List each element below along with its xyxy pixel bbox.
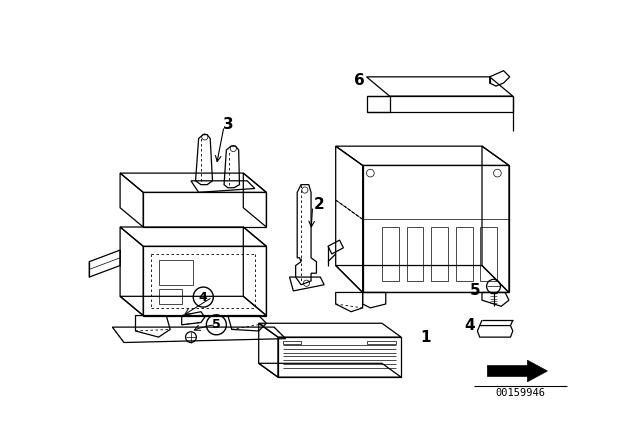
Text: 4: 4 bbox=[465, 318, 475, 333]
Text: 00159946: 00159946 bbox=[495, 388, 545, 397]
Text: 3: 3 bbox=[223, 117, 233, 132]
Text: 6: 6 bbox=[354, 73, 365, 88]
Text: 2: 2 bbox=[314, 197, 325, 212]
Text: 4: 4 bbox=[199, 291, 207, 304]
Text: 5: 5 bbox=[212, 318, 221, 332]
Polygon shape bbox=[488, 360, 547, 382]
Text: 5: 5 bbox=[470, 284, 481, 298]
Text: 1: 1 bbox=[420, 330, 431, 345]
